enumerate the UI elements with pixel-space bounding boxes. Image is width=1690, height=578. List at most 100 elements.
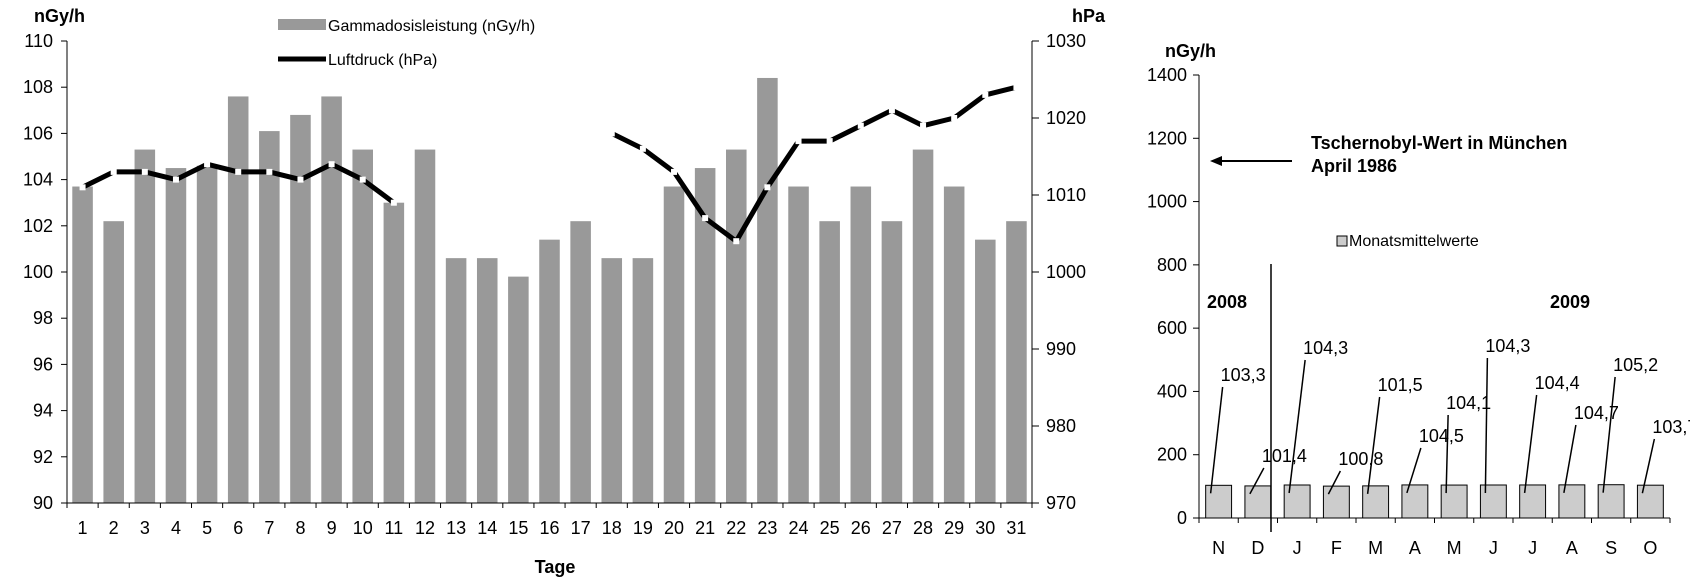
left-tick-label: 102 bbox=[23, 216, 53, 236]
monthly-bar bbox=[1283, 484, 1311, 519]
pressure-point bbox=[702, 215, 709, 222]
monthly-bar bbox=[1440, 484, 1468, 519]
monthly-tick-label: 0 bbox=[1177, 508, 1187, 528]
chernobyl-text-line2: April 1986 bbox=[1311, 156, 1397, 176]
left-tick-label: 96 bbox=[33, 354, 53, 374]
pressure-point bbox=[764, 184, 771, 191]
data-label: 103,7 bbox=[1652, 417, 1690, 437]
pressure-point bbox=[359, 176, 366, 183]
x-tick-label: 9 bbox=[327, 518, 337, 538]
monthly-x-tick-label: D bbox=[1251, 538, 1264, 558]
monthly-tick-label: 200 bbox=[1157, 445, 1187, 465]
gamma-bar bbox=[1006, 221, 1027, 503]
gamma-bar bbox=[570, 221, 591, 503]
monthly-bar bbox=[1322, 485, 1350, 519]
monthly-axes: 0 200 400 600 800 1000 1200 1400 N D J F M A M J J A S O bbox=[1147, 65, 1671, 558]
gamma-bar bbox=[943, 186, 965, 503]
left-tick-label: 100 bbox=[23, 262, 53, 282]
data-label-leader bbox=[1563, 424, 1577, 494]
right-axis-unit: hPa bbox=[1072, 6, 1106, 26]
gamma-bar bbox=[757, 77, 778, 504]
gamma-bar bbox=[632, 258, 654, 503]
x-tick-label: 5 bbox=[202, 518, 212, 538]
arrow-head-icon bbox=[1210, 156, 1222, 166]
x-tick-label: 2 bbox=[109, 518, 119, 538]
monthly-bar bbox=[1558, 484, 1586, 519]
monthly-x-tick-label: J bbox=[1293, 538, 1302, 558]
x-tick-label: 23 bbox=[757, 518, 777, 538]
data-label: 101,5 bbox=[1378, 375, 1423, 395]
pressure-point bbox=[266, 168, 273, 175]
gamma-bar bbox=[290, 114, 311, 504]
x-tick-label: 4 bbox=[171, 518, 181, 538]
chernobyl-text-line1: Tschernobyl-Wert in München bbox=[1311, 133, 1567, 153]
data-label: 104,7 bbox=[1574, 403, 1619, 423]
monthly-x-tick-label: S bbox=[1605, 538, 1617, 558]
data-label: 104,3 bbox=[1303, 338, 1348, 358]
data-label-leader bbox=[1366, 396, 1381, 494]
gamma-bar bbox=[539, 239, 560, 503]
pressure-point bbox=[608, 130, 615, 137]
gamma-bar bbox=[259, 131, 280, 503]
monthly-tick-label: 600 bbox=[1157, 318, 1187, 338]
pressure-line bbox=[610, 84, 1018, 244]
pressure-point bbox=[826, 138, 833, 145]
pressure-line-group bbox=[79, 84, 1020, 245]
data-label-leader bbox=[1523, 394, 1538, 494]
x-tick-label: 17 bbox=[571, 518, 591, 538]
x-tick-label: 30 bbox=[975, 518, 995, 538]
data-label: 105,2 bbox=[1613, 355, 1658, 375]
daily-chart: nGy/h hPa 909294969810010210410610811097… bbox=[23, 6, 1106, 577]
gamma-bar bbox=[726, 149, 747, 503]
right-tick-label: 1020 bbox=[1046, 108, 1086, 128]
pressure-point bbox=[951, 115, 958, 121]
pressure-point bbox=[235, 168, 242, 175]
gamma-bar bbox=[601, 258, 623, 503]
data-label-leader bbox=[1209, 386, 1224, 494]
pressure-point bbox=[172, 176, 179, 183]
gamma-bar bbox=[445, 258, 467, 503]
pressure-point bbox=[141, 168, 148, 175]
right-tick-label: 970 bbox=[1046, 493, 1076, 513]
pressure-point bbox=[671, 168, 678, 175]
pressure-point bbox=[79, 184, 86, 191]
gamma-bar bbox=[196, 165, 218, 504]
data-label-leader bbox=[1406, 447, 1422, 494]
gamma-bar bbox=[508, 276, 529, 503]
x-tick-label: 16 bbox=[539, 518, 559, 538]
year-label-2008: 2008 bbox=[1207, 292, 1247, 312]
gamma-bar bbox=[414, 149, 436, 503]
gamma-bars bbox=[72, 77, 1027, 504]
legend-swatch-monthly bbox=[1336, 235, 1348, 247]
pressure-point bbox=[857, 122, 864, 129]
pressure-point bbox=[888, 107, 895, 114]
left-tick-label: 108 bbox=[23, 77, 53, 97]
data-label-leader bbox=[1641, 438, 1656, 494]
gamma-bar bbox=[134, 149, 156, 503]
right-tick-label: 990 bbox=[1046, 339, 1076, 359]
pressure-point bbox=[920, 122, 927, 129]
data-label: 100,8 bbox=[1338, 449, 1383, 469]
left-tick-label: 98 bbox=[33, 308, 53, 328]
gamma-bar bbox=[881, 221, 903, 503]
monthly-data-labels: 103,3 101,4 104,3 100,8 101,5 104,5 104,1 104,3… bbox=[1209, 336, 1690, 495]
monthly-x-tick-label: F bbox=[1331, 538, 1342, 558]
monthly-bar bbox=[1479, 484, 1507, 519]
monthly-bar bbox=[1597, 484, 1625, 519]
monthly-tick-label: 1000 bbox=[1147, 192, 1187, 212]
pressure-point bbox=[297, 176, 304, 183]
gamma-bar bbox=[383, 202, 405, 503]
x-tick-label: 14 bbox=[477, 518, 497, 538]
monthly-bar bbox=[1401, 484, 1429, 519]
monthly-bars bbox=[1205, 484, 1664, 519]
data-label: 104,4 bbox=[1535, 373, 1580, 393]
gamma-bar bbox=[663, 186, 685, 503]
monthly-x-tick-label: A bbox=[1566, 538, 1578, 558]
x-tick-label: 31 bbox=[1006, 518, 1026, 538]
data-label: 104,3 bbox=[1485, 336, 1530, 356]
right-tick-label: 980 bbox=[1046, 416, 1076, 436]
legend-swatch-gamma bbox=[278, 19, 326, 30]
gamma-bar bbox=[788, 186, 809, 503]
monthly-chart: nGy/h 0 200 400 600 800 1000 1200 1400 N D J F M A M J J… bbox=[1147, 41, 1690, 558]
monthly-tick-label: 1400 bbox=[1147, 65, 1187, 85]
